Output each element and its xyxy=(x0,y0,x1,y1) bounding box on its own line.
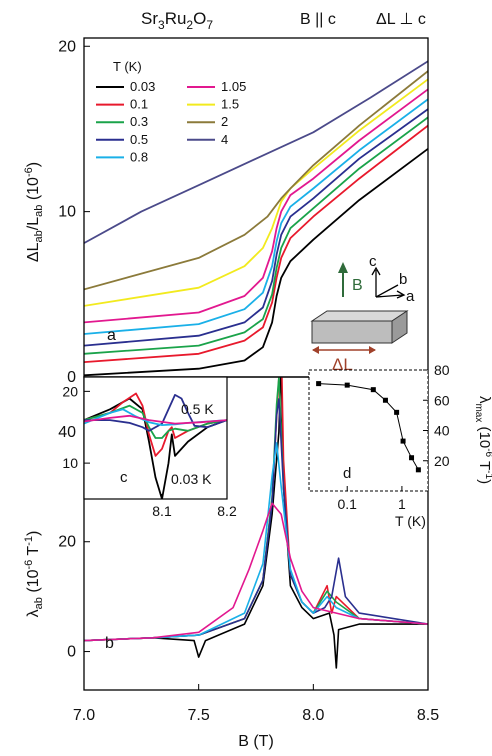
axis-c-label: c xyxy=(369,253,377,270)
panel-a-ylabel: ΔLab/Lab (10-6) xyxy=(23,162,45,262)
panel-d-xtick-label: 0.1 xyxy=(337,496,357,512)
panel-c-series-0.3 xyxy=(84,404,227,439)
panel-a: 0 10 20 ΔLab/Lab (10-6) a T (K) 0.03 0.1 0.3… xyxy=(23,37,429,386)
geometry-inset: B c b a ΔL xyxy=(310,253,415,374)
panel-d-xtick-label: 1 xyxy=(398,496,406,512)
field-label: B xyxy=(352,277,363,294)
panel-c-annotation-high: 0.5 K xyxy=(181,401,214,417)
panel-b: 0 20 40 7.0 7.5 8.0 8.5 λab (10-6 T-1) B (T) b xyxy=(23,376,439,750)
panel-d-ytick-label: 60 xyxy=(434,392,450,408)
panel-b-ytick-label: 20 xyxy=(58,534,76,551)
panel-d-point xyxy=(344,382,350,388)
legend-entry-0.8: 0.8 xyxy=(130,149,148,164)
panel-b-xlabel: B (T) xyxy=(238,733,274,750)
strain-label: ΔL xyxy=(332,355,353,374)
panel-d: 20 40 60 80 0.1 1 d T (K) λmax (10-6 T-1) xyxy=(308,362,492,529)
panel-b-xtick-label: 8.5 xyxy=(417,707,439,724)
panel-a-series-1.5 xyxy=(84,78,428,307)
panel-d-ytick-label: 80 xyxy=(434,362,450,378)
panel-a-ytick-label: 20 xyxy=(58,38,76,55)
panel-c-series-1.05 xyxy=(84,414,227,425)
panel-a-series-2 xyxy=(84,70,428,291)
panel-b-frame xyxy=(83,376,429,691)
panel-b-xtick-label: 8.0 xyxy=(302,707,324,724)
panel-b-xtick-label: 7.0 xyxy=(73,707,95,724)
legend-entry-1.5: 1.5 xyxy=(221,97,239,112)
panel-d-point xyxy=(316,381,322,387)
panel-d-label: d xyxy=(343,465,351,482)
sample-block-icon xyxy=(310,310,409,344)
panel-a-series-4 xyxy=(84,60,428,244)
figure-header: Sr3Ru2O7 B || c ΔL ⊥ c xyxy=(141,9,426,32)
panel-c-series-0.5 xyxy=(84,394,227,432)
panel-d-xlabel: T (K) xyxy=(395,513,426,529)
axis-b-label: b xyxy=(399,271,407,288)
panel-a-ytick-label: 10 xyxy=(58,204,76,221)
panel-b-xtick-label: 7.5 xyxy=(188,707,210,724)
panel-b-ytick-label: 40 xyxy=(58,424,76,441)
axis-a-label: a xyxy=(406,288,415,305)
legend-entry-0.1: 0.1 xyxy=(130,97,148,112)
panel-a-series-1.05 xyxy=(84,88,428,324)
strain-config: ΔL ⊥ c xyxy=(376,11,426,28)
panel-c-label: c xyxy=(120,469,128,486)
panel-d-point xyxy=(415,467,421,473)
panel-b-ytick-label: 0 xyxy=(67,644,76,661)
strain-arrowhead-left-icon xyxy=(312,346,319,354)
panel-c-ytick-label: 20 xyxy=(62,383,78,399)
field-config: B || c xyxy=(300,11,336,28)
panel-a-series-0.3 xyxy=(84,116,428,355)
axes-triad-icon xyxy=(371,266,406,299)
panel-d-point xyxy=(409,455,415,461)
panel-d-point xyxy=(394,409,400,415)
panel-a-series-0.1 xyxy=(84,124,428,363)
strain-arrowhead-right-icon xyxy=(369,346,376,354)
panel-c: 10 20 8.1 8.2 c 0.5 K 0.03 K xyxy=(62,376,237,519)
legend-entry-0.5: 0.5 xyxy=(130,132,148,147)
panel-c-series-0.1 xyxy=(84,392,227,457)
material-formula: Sr3Ru2O7 xyxy=(141,9,213,32)
panel-d-ytick-label: 40 xyxy=(434,423,450,439)
legend-entry-2: 2 xyxy=(221,114,228,129)
panel-a-ytick-label: 0 xyxy=(67,369,76,386)
legend-entry-1.05: 1.05 xyxy=(221,79,246,94)
panel-c-annotation-low: 0.03 K xyxy=(171,471,212,487)
legend-entry-0.3: 0.3 xyxy=(130,114,148,129)
panel-a-series-0.8 xyxy=(84,98,428,335)
panel-c-xtick-label: 8.2 xyxy=(217,503,237,519)
panel-b-ylabel: λab (10-6 T-1) xyxy=(23,531,45,618)
panel-a-label: a xyxy=(107,327,116,344)
panel-a-series-0.5 xyxy=(84,108,428,347)
field-arrowhead-icon xyxy=(338,262,348,273)
legend-entry-4: 4 xyxy=(221,132,228,147)
panel-d-ylabel: λmax (10-6 T-1) xyxy=(473,396,492,484)
panel-b-series-1.05 xyxy=(84,502,428,642)
panel-b-series-0.5 xyxy=(84,398,428,642)
panel-d-point xyxy=(400,438,406,444)
legend-entry-0.03: 0.03 xyxy=(130,79,155,94)
panel-d-point xyxy=(370,387,376,393)
panel-b-series-0.8 xyxy=(84,442,428,642)
panel-c-xtick-label: 8.1 xyxy=(152,503,172,519)
panel-b-label: b xyxy=(105,635,114,652)
legend-title: T (K) xyxy=(113,59,142,74)
panel-d-line xyxy=(318,383,419,471)
panel-d-point xyxy=(382,397,388,403)
panel-c-frame xyxy=(83,376,228,500)
panel-a-series-0.03 xyxy=(84,148,428,377)
panel-d-ytick-label: 20 xyxy=(434,453,450,469)
panel-c-ytick-label: 10 xyxy=(62,455,78,471)
panel-a-legend: T (K) 0.03 0.1 0.3 0.5 0.8 1.05 1.5 2 4 xyxy=(96,59,246,164)
